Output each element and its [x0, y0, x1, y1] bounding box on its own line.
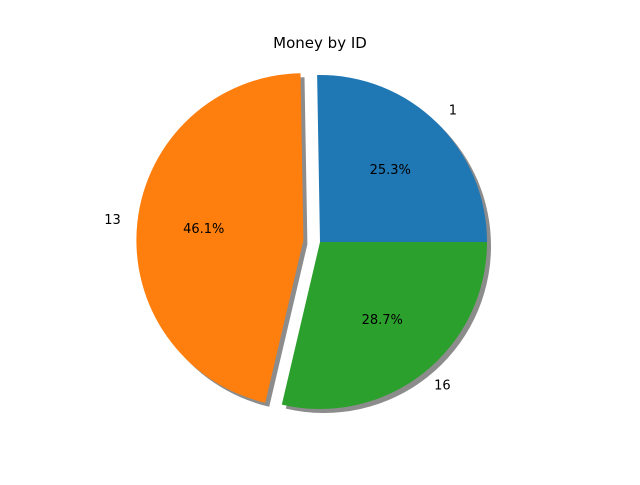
slice-percent-label-13: 46.1%: [183, 222, 224, 237]
chart-title: Money by ID: [273, 34, 367, 52]
slice-1: [317, 75, 487, 242]
slice-16: [281, 242, 487, 409]
slice-percent-label-16: 28.7%: [362, 313, 403, 328]
slice-label-1: 1: [449, 103, 457, 118]
slice-percent-label-1: 25.3%: [370, 163, 411, 178]
slice-label-16: 16: [434, 378, 451, 393]
slice-13: [136, 73, 304, 403]
pie-labels: 25.3% 1 46.1% 13 28.7% 16: [104, 103, 457, 393]
slice-label-13: 13: [104, 213, 121, 228]
pie-slices: [136, 73, 487, 409]
